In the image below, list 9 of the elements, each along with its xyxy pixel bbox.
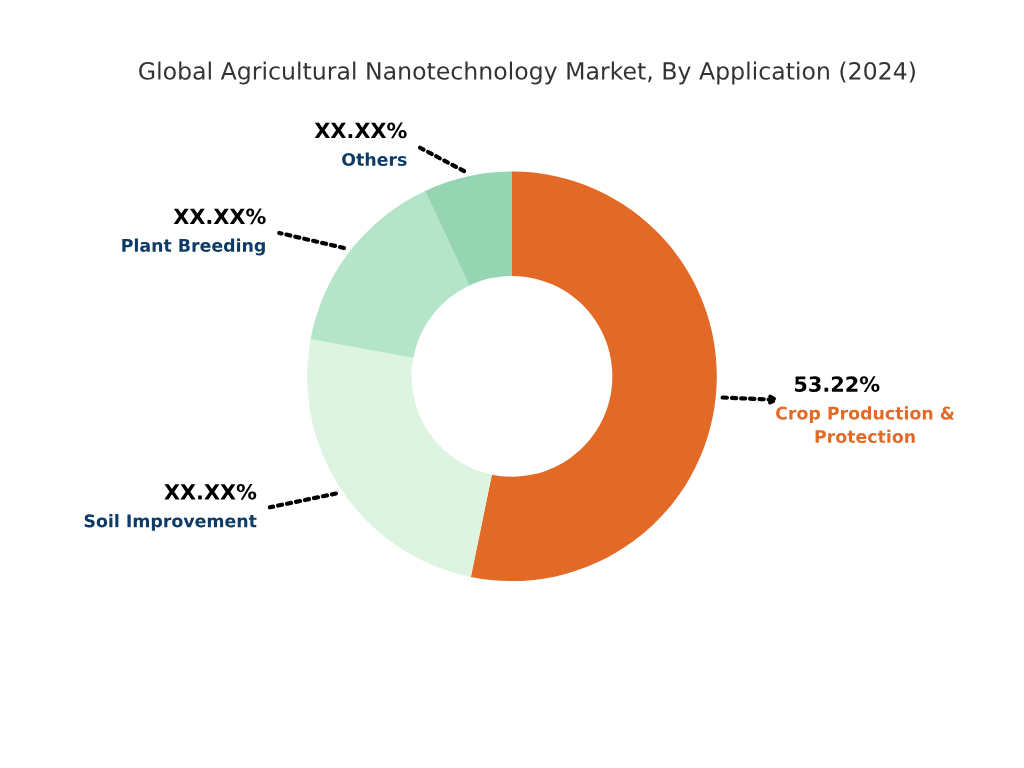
slice-label: Others (342, 152, 407, 167)
slice-label: Plant Breeding (122, 238, 265, 256)
data-label: XX.XX% (173, 208, 266, 225)
data-label: XX.XX% (164, 483, 257, 500)
data-label: 53.22% (794, 376, 880, 392)
slice-label: Crop Production & Protection (776, 406, 955, 444)
data-label: XX.XX% (314, 122, 407, 139)
slice-label: Soil Improvement (84, 513, 257, 531)
chart-title: Global Agricultural Nanotechnology Market, By Application (2024) (139, 61, 915, 85)
